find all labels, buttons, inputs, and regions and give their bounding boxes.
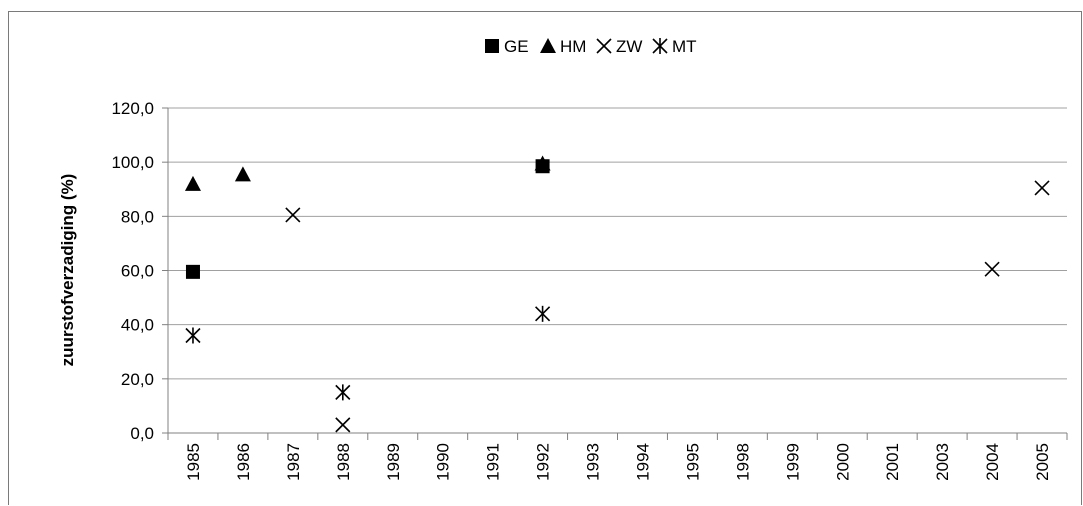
x-tick-label: 1995 [683, 443, 702, 481]
x-tick-label: 1990 [434, 443, 453, 481]
x-tick-label: 2003 [933, 443, 952, 481]
point-hm-1986 [234, 166, 251, 182]
x-tick-label: 2005 [1033, 443, 1052, 481]
x-tick-label: 1986 [234, 443, 253, 481]
point-zw-2004 [984, 261, 1000, 277]
point-ge-1985 [185, 264, 200, 279]
x-tick-label: 2004 [983, 443, 1002, 481]
legend-label-hm: HM [560, 37, 586, 56]
x-tick-label: 1994 [633, 443, 652, 481]
point-mt-1985 [185, 327, 201, 344]
x-tick-label: 2001 [883, 443, 902, 481]
x-stroke [335, 417, 351, 433]
x-tick-label: 1998 [733, 443, 752, 481]
x-tick-label: 1991 [484, 443, 503, 481]
x-stroke [984, 261, 1000, 277]
y-tick-label: 40,0 [121, 316, 154, 335]
x-tick-label: 2000 [833, 443, 852, 481]
point-zw-1987 [285, 207, 301, 223]
y-tick-label: 0,0 [130, 424, 154, 443]
x-tick-label: 1999 [783, 443, 802, 481]
point-mt-1992 [535, 305, 551, 322]
y-tick-label: 100,0 [111, 153, 154, 172]
point-mt-1988 [335, 384, 351, 401]
x-tick-label: 1989 [384, 443, 403, 481]
y-tick-labels: 0,0 20,0 40,0 60,0 80,0 100,0 120,0 [111, 99, 154, 443]
x-tick-label: 1988 [334, 443, 353, 481]
gridlines [168, 107, 1067, 380]
x-tick-label: 1992 [534, 443, 553, 481]
legend-marker-zw [596, 38, 612, 54]
x-tick-label: 1993 [584, 443, 603, 481]
legend-label-mt: MT [672, 37, 697, 56]
legend-marker-mt [652, 38, 668, 54]
y-axis-title: zuurstofverzadiging (%) [58, 174, 77, 367]
y-tick-label: 120,0 [111, 99, 154, 118]
legend-label-ge: GE [504, 37, 529, 56]
chart-frame [8, 11, 1082, 505]
y-tick-label: 60,0 [121, 262, 154, 281]
legend: GE HM ZW MT [485, 37, 697, 56]
point-zw-2005 [1034, 180, 1050, 196]
x-tick-label: 1985 [184, 443, 203, 481]
y-tick-label: 80,0 [121, 207, 154, 226]
legend-marker-hm [540, 38, 556, 53]
point-zw-1988 [335, 417, 351, 433]
point-hm-1985 [184, 175, 201, 191]
legend-marker-ge [485, 39, 499, 53]
data-points [184, 155, 1050, 433]
x-stroke [1034, 180, 1050, 196]
x-tick-labels: 1985 1986 1987 1988 1989 1990 1991 1992 1993 1994… [184, 443, 1052, 481]
axes [162, 107, 1068, 440]
x-stroke [596, 38, 612, 54]
y-tick-label: 20,0 [121, 370, 154, 389]
x-stroke [285, 207, 301, 223]
x-tick-label: 1987 [284, 443, 303, 481]
legend-label-zw: ZW [616, 37, 642, 56]
point-hm-1992 [534, 155, 551, 171]
